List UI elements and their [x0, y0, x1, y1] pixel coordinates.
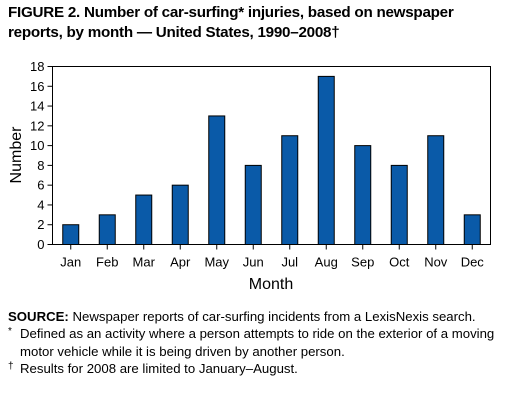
bar-mar [135, 194, 153, 245]
y-axis: 0 2 4 6 8 10 12 14 16 18 [30, 59, 53, 252]
y-tick-label: 2 [37, 217, 44, 232]
plot-frame [52, 66, 491, 245]
x-tick-label: May [204, 255, 229, 270]
x-axis-label: Month [249, 276, 293, 293]
bar-oct [390, 164, 408, 245]
source-text: Newspaper reports of car-surfing inciden… [68, 309, 476, 324]
x-tick-label: Dec [461, 255, 485, 270]
bar-jul [281, 135, 299, 246]
x-tick-label: Sep [351, 255, 374, 270]
figure-title-line-1: FIGURE 2. Number of car-surfing* injurie… [8, 4, 454, 21]
y-tick-label: 4 [37, 197, 44, 212]
footnote-1-text: Defined as an activity where a person at… [20, 326, 495, 359]
bar-jan [62, 224, 80, 246]
figure-notes: SOURCE: Newspaper reports of car-surfing… [8, 308, 504, 377]
y-axis-label: Number [8, 126, 25, 184]
bar-nov [427, 135, 445, 246]
bar-apr [171, 184, 189, 246]
bars [62, 75, 481, 246]
y-tick-label: 0 [37, 237, 44, 252]
bar-jun [244, 164, 262, 245]
x-tick-label: Aug [315, 255, 338, 270]
figure-title-line-2: reports, by month — United States, 1990–… [8, 24, 340, 41]
x-tick-label: Mar [133, 255, 156, 270]
source-label: SOURCE: [8, 309, 69, 324]
bar-sep [354, 145, 372, 245]
source-note: SOURCE: Newspaper reports of car-surfing… [8, 308, 504, 325]
figure-title: FIGURE 2. Number of car-surfing* injurie… [8, 3, 504, 43]
y-tick-label: 14 [30, 99, 44, 114]
x-tick-label: Oct [389, 255, 410, 270]
y-tick-label: 16 [30, 79, 44, 94]
footnote-1: * Defined as an activity where a person a… [8, 325, 504, 360]
y-tick-label: 18 [30, 59, 44, 74]
x-tick-label: Jul [281, 255, 298, 270]
bar-aug [317, 75, 335, 245]
footnote-2-mark: † [8, 360, 14, 372]
bar-feb [98, 214, 116, 245]
footnote-2: † Results for 2008 are limited to January… [8, 360, 504, 377]
y-tick-label: 8 [37, 158, 44, 173]
bar-chart: 0 2 4 6 8 10 12 14 16 18 Jan Feb Mar Apr May Jun Jul Aug… [8, 59, 491, 293]
footnote-2-text: Results for 2008 are limited to January–… [20, 360, 298, 376]
x-tick-label: Jun [243, 255, 264, 270]
y-tick-label: 10 [30, 138, 44, 153]
footnote-1-mark: * [8, 326, 12, 338]
bar-may [208, 115, 226, 245]
y-tick-label: 12 [30, 118, 44, 133]
x-tick-label: Feb [96, 255, 118, 270]
bar-dec [463, 214, 481, 245]
x-axis: Jan Feb Mar Apr May Jun Jul Aug Sep Oct Nov Dec [60, 244, 485, 270]
x-tick-label: Apr [170, 255, 191, 270]
y-tick-label: 6 [37, 178, 44, 193]
x-tick-label: Jan [60, 255, 81, 270]
x-tick-label: Nov [424, 255, 448, 270]
